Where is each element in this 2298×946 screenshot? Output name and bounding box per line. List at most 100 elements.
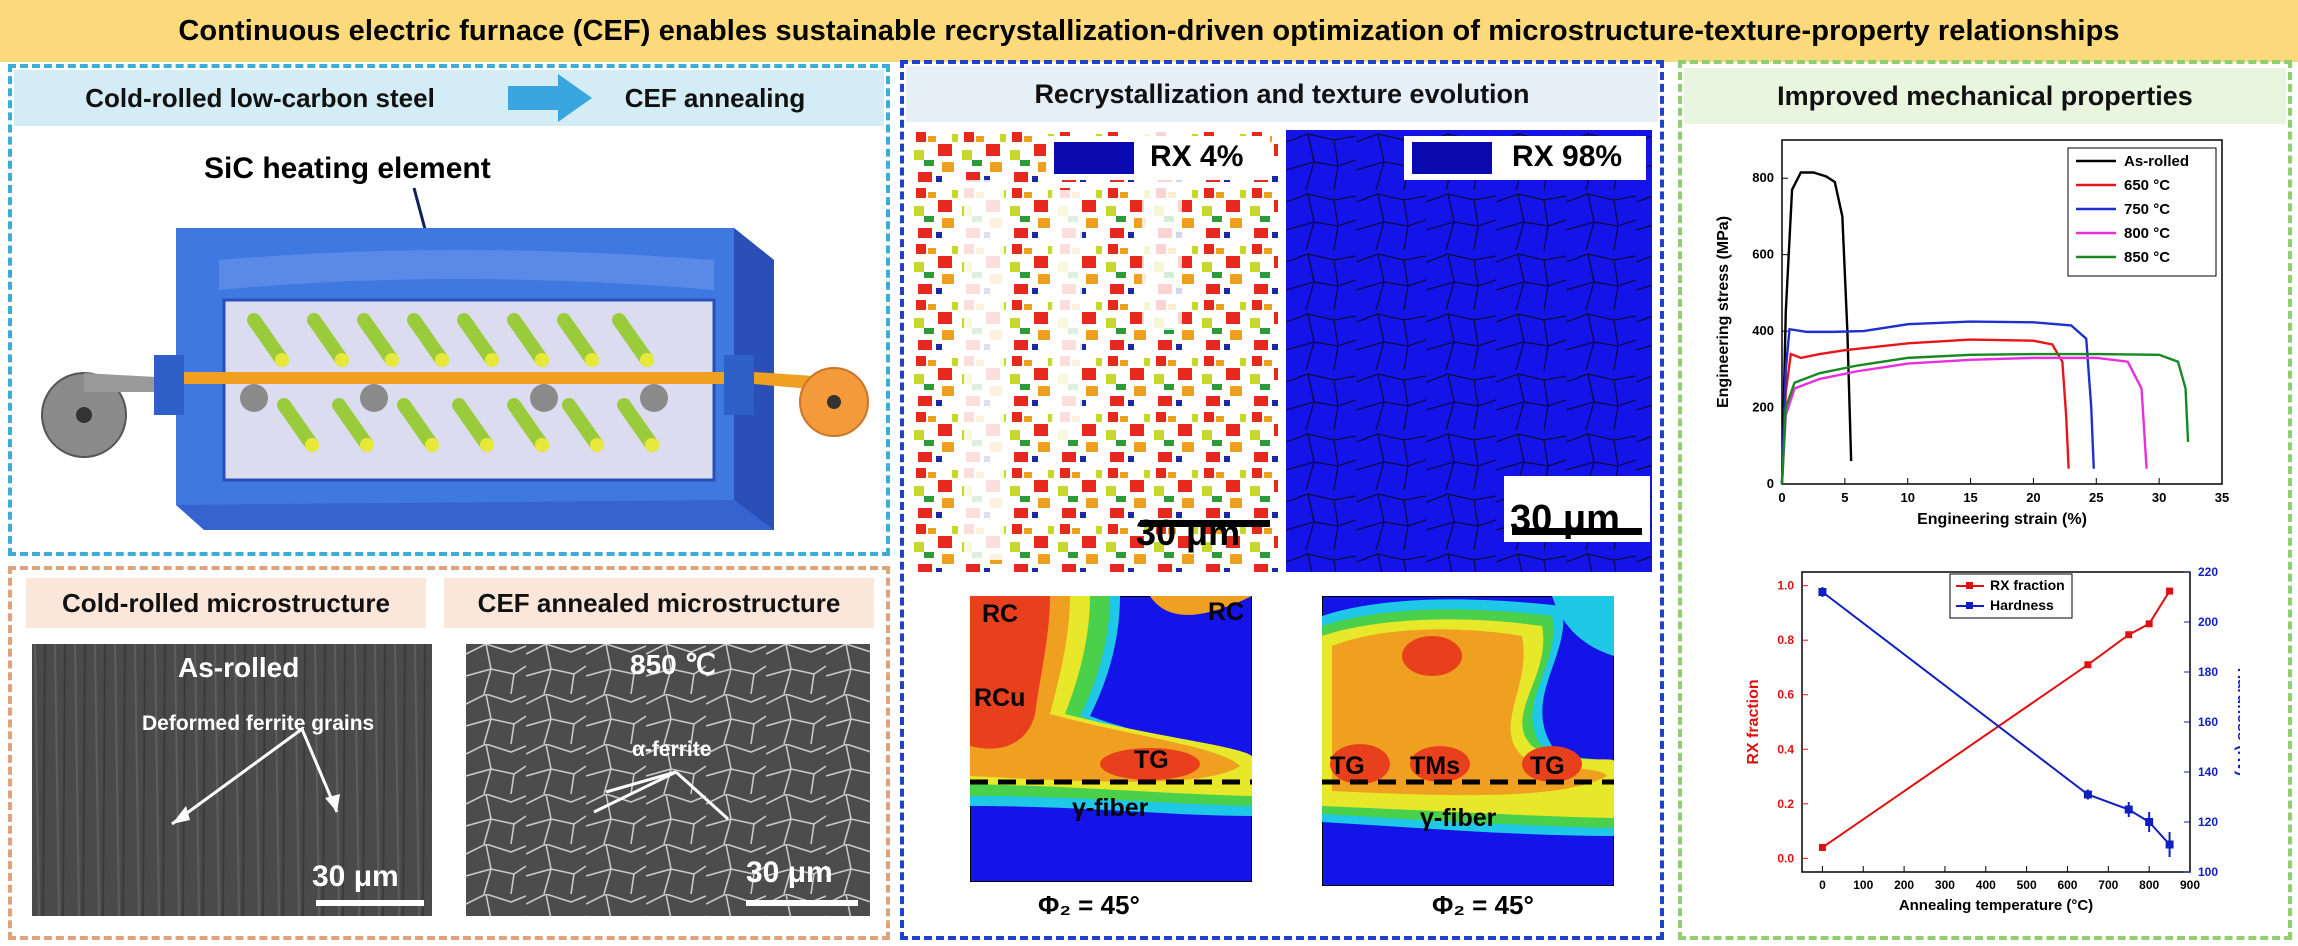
arrow-icon [508,74,592,122]
odf-right-caption: Φ₂ = 45° [1432,890,1534,920]
data-point [2166,587,2174,595]
rx-texture-panel [900,60,1664,940]
y2-tick-label: 180 [2198,665,2218,679]
x-tick-label: 0 [1819,878,1826,892]
ebsd-map-rx98 [1286,130,1652,572]
x-axis-label: Engineering strain (%) [1917,511,2087,528]
data-point [2124,805,2133,814]
series-line-0 [1821,590,2171,849]
annealed-header: CEF annealed microstructure [444,578,874,628]
odf-left-label-rc2: RC [1208,598,1245,626]
annealed-temp-label: 850 ℃ [630,649,716,680]
y-tick-label: 0.2 [1777,797,1794,811]
scale-bar-ebsd-right: 30 μm [1510,498,1620,540]
x-tick-label: 10 [1900,490,1914,505]
y2-tick-label: 120 [2198,815,2218,829]
scale-bar-left-sem: 30 μm [312,860,399,893]
odf-right-label-tms: TMs [1410,752,1460,780]
y-tick-label: 0.0 [1777,851,1794,865]
legend-label-4: 850 °C [2124,249,2170,266]
x-tick-label: 700 [2098,878,2118,892]
furnace-diagram [41,187,869,530]
microstructure-panel [8,566,890,940]
x-tick-label: 15 [1963,490,1977,505]
y-tick-label: 400 [1752,323,1774,338]
x-axis-label: Annealing temperature (°C) [1899,897,2093,914]
odf-map-as-rolled [970,596,1252,882]
data-point [2083,790,2092,799]
y-tick-label: 0.4 [1777,742,1794,756]
steel-strip [164,372,754,384]
y2-tick-label: 200 [2198,615,2218,629]
x-tick-label: 5 [1841,490,1848,505]
legend-label-1: Hardness [1990,597,2054,613]
legend-box [1949,573,2073,619]
plot-frame [1781,139,2223,485]
process-header-right: CEF annealing [624,82,806,113]
odf-right-label-tg1: TG [1330,752,1365,780]
x-tick-label: 30 [2152,490,2166,505]
sic-rods-bottom [277,398,659,452]
x-tick-label: 600 [2057,878,2077,892]
heating-element-label: SiC heating element [204,152,491,185]
odf-left-caption: Φ₂ = 45° [1038,890,1140,920]
y-tick-label: 800 [1752,170,1774,185]
x-tick-label: 25 [2089,490,2103,505]
legend-marker-1 [1966,602,1973,609]
process-panel [8,64,890,556]
x-tick-label: 900 [2180,878,2200,892]
rx-header: Recrystallization and texture evolution [906,66,1658,122]
y2-tick-label: 220 [2198,565,2218,579]
data-point [2145,620,2153,628]
odf-left-label-rc1: RC [982,600,1019,628]
odf-right-label-gamma: γ-fiber [1420,804,1497,832]
alpha-ferrite-label: α-ferrite [632,738,712,761]
y-axis-label: Engineering stress (MPa) [1715,216,1732,408]
as-rolled-label: As-rolled [178,652,300,683]
sem-image-annealed [466,644,870,916]
legend-label-3: 800 °C [2124,225,2170,242]
data-point [2125,631,2133,639]
legend-marker-0 [1966,582,1973,589]
series-line-3 [1780,356,2148,485]
scale-bar-right-sem: 30 μm [746,856,833,889]
x-tick-label: 0 [1778,490,1785,505]
x-tick-label: 20 [2026,490,2040,505]
y-axis-label: RX fraction [1745,679,1762,764]
odf-left-label-tg: TG [1134,746,1169,774]
scale-bar-ebsd-left: 30 μm [1136,512,1241,553]
cold-rolled-header: Cold-rolled microstructure [26,578,426,628]
series-line-4 [1780,352,2190,485]
data-point [2145,818,2154,826]
y-tick-label: 0.6 [1777,688,1794,702]
process-header-bg [14,70,884,126]
y2-axis-label: Hardness (Hv) [2234,668,2240,776]
odf-right-label-tg2: TG [1530,752,1565,780]
x-tick-label: 300 [1935,878,1955,892]
series-line-1 [1780,338,2070,485]
legend-label-2: 750 °C [2124,201,2170,218]
process-header-left: Cold-rolled low-carbon steel [85,82,435,113]
title-banner: Continuous electric furnace (CEF) enable… [0,0,2298,62]
rx-hardness-chart: 0 100 200 300 400 500 600 700 800 900 0.0 0.2 0.4 0.6… [1745,565,2240,914]
y2-tick-label: 140 [2198,765,2218,779]
figure-title: Continuous electric furnace (CEF) enable… [178,14,2120,47]
y-tick-label: 1.0 [1777,579,1794,593]
data-point [1818,588,1827,596]
odf-map-annealed [1322,596,1614,886]
series-line-1 [1821,591,2171,846]
y2-tick-label: 100 [2198,865,2218,879]
y2-tick-label: 160 [2198,715,2218,729]
data-point [2084,661,2092,669]
data-point [2165,840,2174,849]
legend-box [2067,147,2217,277]
y-tick-label: 200 [1752,400,1774,415]
rx4-label: RX 4% [1150,140,1244,173]
y-tick-label: 0 [1767,476,1774,491]
stress-strain-chart: 0 5 10 15 20 25 30 35 0 200 400 600 800 Engineering s… [1715,139,2229,528]
legend-label-0: RX fraction [1990,577,2065,593]
properties-panel [1678,60,2292,940]
x-tick-label: 200 [1894,878,1914,892]
properties-header: Improved mechanical properties [1684,68,2286,124]
sic-rods-top [247,313,654,367]
